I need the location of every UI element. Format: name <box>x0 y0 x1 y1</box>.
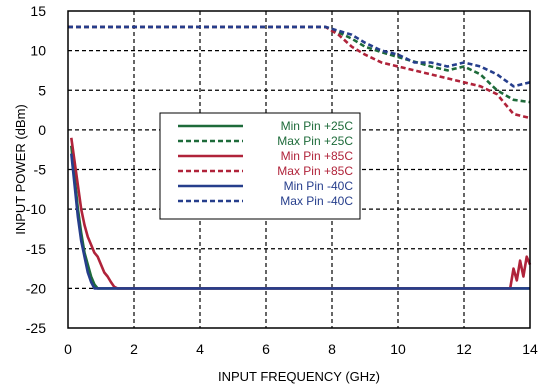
y-tick-labels: -25 -20 -15 -10 -5 0 5 10 15 <box>26 3 46 336</box>
plot-frame <box>67 10 531 329</box>
x-tick-label: 10 <box>390 341 406 357</box>
legend-box <box>159 112 361 220</box>
y-tick-label: 10 <box>30 43 46 59</box>
legend-label: Min Pin -40C <box>284 179 354 193</box>
legend-label: Min Pin +85C <box>281 149 354 163</box>
y-tick-label: -20 <box>26 280 46 296</box>
x-tick-label: 12 <box>456 341 472 357</box>
series-line <box>68 25 531 120</box>
x-axis-label: INPUT FREQUENCY (GHz) <box>218 369 380 384</box>
x-tick-label: 14 <box>522 341 538 357</box>
x-tick-labels: 0 2 4 6 8 10 12 14 <box>64 341 538 357</box>
series-line <box>70 137 532 290</box>
x-tick-label: 2 <box>130 341 138 357</box>
series-line <box>70 153 530 290</box>
x-tick-label: 8 <box>328 341 336 357</box>
legend-label: Min Pin +25C <box>281 119 354 133</box>
y-tick-label: 0 <box>38 122 46 138</box>
y-tick-label: -15 <box>26 241 46 257</box>
y-tick-label: -10 <box>26 201 46 217</box>
y-tick-label: -25 <box>26 320 46 336</box>
series-line <box>68 25 531 88</box>
legend-label: Max Pin +25C <box>277 134 353 148</box>
plot-series <box>68 25 532 290</box>
legend-label: Max Pin +85C <box>277 164 353 178</box>
x-tick-label: 0 <box>64 341 72 357</box>
y-axis-label: INPUT POWER (dBm) <box>13 104 28 235</box>
x-tick-label: 6 <box>262 341 270 357</box>
y-tick-label: 15 <box>30 3 46 19</box>
legend-label: Max Pin -40C <box>280 194 353 208</box>
y-tick-label: 5 <box>38 82 46 98</box>
x-tick-label: 4 <box>196 341 204 357</box>
y-tick-label: -5 <box>34 162 47 178</box>
